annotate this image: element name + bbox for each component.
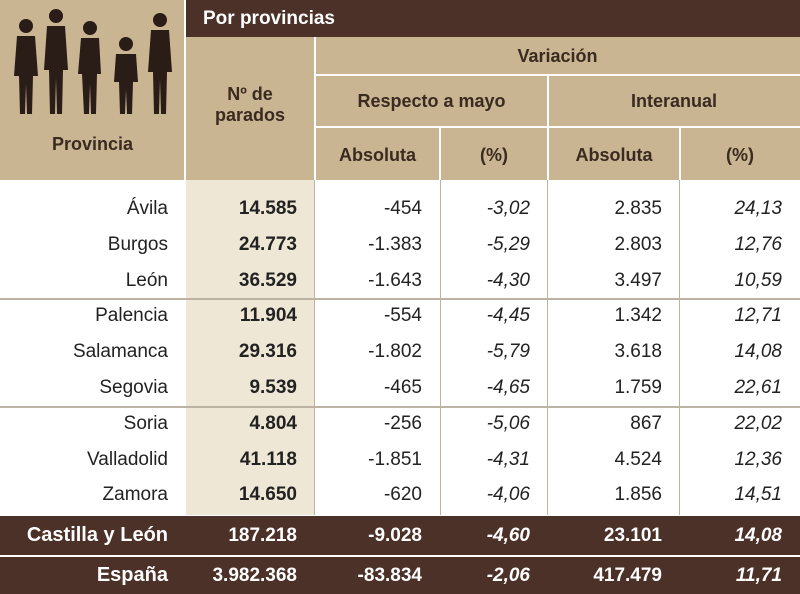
- total-province: Castilla y León: [26, 524, 168, 546]
- total-unemployed: 3.982.368: [212, 564, 297, 586]
- unemployed: 14.650: [238, 484, 297, 506]
- absolute-change: -1.643: [368, 269, 422, 291]
- province: Soria: [123, 412, 168, 434]
- unemployed: 36.529: [238, 269, 297, 291]
- unemployed: 9.539: [249, 377, 297, 398]
- total-unemployed: 187.218: [228, 524, 297, 546]
- subcolumn-header: (%): [726, 144, 754, 165]
- percent-change: -5,79: [486, 341, 530, 363]
- divider: [315, 74, 800, 76]
- divider: [0, 298, 800, 300]
- absolute-change: -454: [383, 198, 422, 219]
- divider: [547, 180, 548, 515]
- percent-change: 22,02: [734, 412, 782, 434]
- total-absolute-change: -9.028: [368, 524, 422, 546]
- percent-change: -5,29: [486, 233, 530, 255]
- total-percent-change: -2,06: [486, 564, 530, 586]
- unemployed: 14.585: [238, 198, 297, 219]
- subcolumn-header: (%): [480, 144, 508, 165]
- province: Burgos: [107, 233, 168, 255]
- percent-change: -4,65: [486, 377, 530, 398]
- unemployed: 24.773: [238, 233, 297, 255]
- group-header: Variación: [517, 45, 598, 66]
- province: Ávila: [126, 198, 168, 219]
- total-absolute-change: -83.834: [357, 564, 422, 586]
- subcolumn-header: Absoluta: [338, 144, 416, 165]
- province: Zamora: [102, 484, 168, 506]
- absolute-change: 2.835: [614, 198, 662, 219]
- percent-change: -4,31: [486, 448, 530, 470]
- column-header: Nº de parados: [214, 84, 286, 125]
- absolute-change: 1.856: [614, 484, 662, 506]
- absolute-change: -1.802: [368, 341, 422, 363]
- percent-change: -4,06: [486, 484, 530, 506]
- province: Salamanca: [72, 341, 168, 363]
- absolute-change: 3.618: [614, 341, 662, 363]
- province: Segovia: [99, 377, 168, 398]
- percent-change: -4,30: [486, 269, 530, 291]
- percent-change: -4,45: [486, 305, 530, 327]
- column-header: Provincia: [51, 133, 134, 154]
- absolute-change: -1.851: [368, 448, 422, 470]
- percent-change: 24,13: [734, 198, 782, 219]
- absolute-change: 4.524: [614, 448, 662, 470]
- absolute-change: -620: [383, 484, 422, 506]
- total-row-background: [0, 557, 800, 594]
- absolute-change: -1.383: [368, 233, 422, 255]
- percent-change: 14,08: [734, 341, 782, 363]
- divider: [679, 127, 681, 180]
- absolute-change: 3.497: [614, 269, 662, 291]
- total-percent-change: -4,60: [486, 524, 530, 546]
- divider: [439, 127, 441, 180]
- subcolumn-header: Absoluta: [575, 144, 653, 165]
- province: Palencia: [95, 305, 168, 327]
- absolute-change: -465: [383, 377, 422, 398]
- percent-change: 12,36: [734, 448, 782, 470]
- total-absolute-change: 23.101: [603, 524, 662, 546]
- unemployed: 29.316: [238, 341, 297, 363]
- group-header: Interanual: [630, 90, 718, 111]
- total-province: España: [96, 564, 168, 586]
- percent-change: -5,06: [486, 412, 530, 434]
- absolute-change: 1.759: [614, 377, 662, 398]
- silhouettes: [14, 9, 172, 114]
- divider: [315, 126, 800, 128]
- percent-change: 12,71: [734, 305, 782, 327]
- absolute-change: 1.342: [614, 305, 662, 327]
- group-header: Respecto a mayo: [357, 90, 506, 111]
- province: Valladolid: [87, 448, 168, 470]
- percent-change: -3,02: [486, 198, 530, 219]
- percent-change: 22,61: [734, 377, 782, 398]
- divider: [314, 180, 315, 515]
- absolute-change: 2.803: [614, 233, 662, 255]
- absolute-change: -256: [383, 412, 422, 434]
- divider: [184, 0, 186, 180]
- unemployed: 41.118: [239, 448, 297, 470]
- total-percent-change: 11,71: [735, 564, 782, 586]
- total-absolute-change: 417.479: [593, 564, 662, 586]
- unemployed: 11.904: [239, 305, 297, 327]
- percent-change: 14,51: [734, 484, 782, 506]
- percent-change: 12,76: [734, 233, 782, 255]
- percent-change: 10,59: [734, 269, 782, 291]
- divider: [440, 180, 441, 515]
- divider: [679, 180, 680, 515]
- absolute-change: -554: [383, 305, 422, 327]
- title: Por provincias: [203, 7, 335, 29]
- unemployed: 4.804: [249, 412, 297, 434]
- divider: [314, 37, 316, 180]
- title-bar: [185, 0, 800, 37]
- total-percent-change: 14,08: [734, 524, 782, 546]
- highlight-column: [186, 180, 314, 515]
- divider: [0, 406, 800, 408]
- province: León: [125, 269, 168, 291]
- total-row-background: [0, 516, 800, 555]
- absolute-change: 867: [630, 412, 662, 434]
